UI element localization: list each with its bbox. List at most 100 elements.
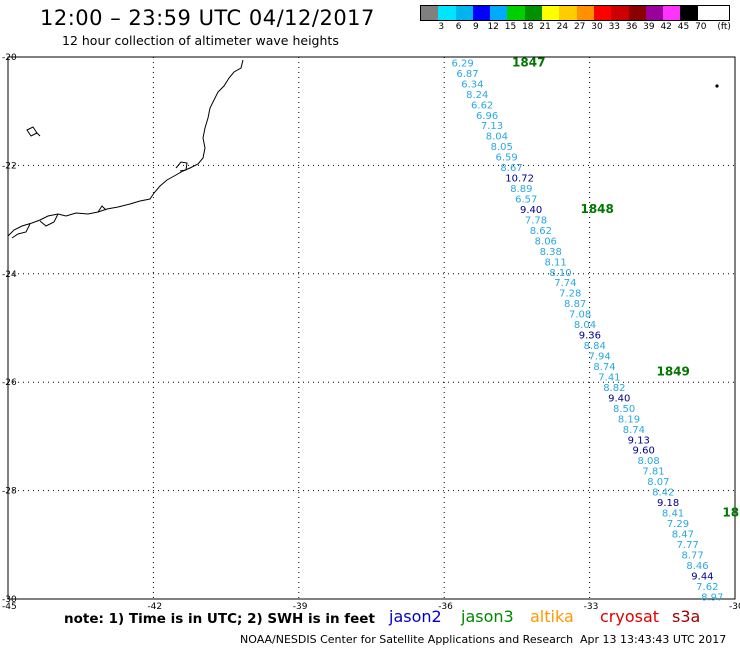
map-title: 12:00 – 23:59 UTC 04/12/2017	[40, 6, 375, 30]
wave-height-value: 7.28	[559, 289, 581, 300]
wave-height-value: 8.41	[662, 509, 684, 520]
wave-height-value: 8.89	[510, 184, 532, 195]
color-scale-cell	[680, 6, 698, 20]
satellite-legend-item: jason2	[389, 607, 442, 626]
color-scale-cell	[593, 6, 612, 20]
color-scale-cell	[611, 6, 629, 20]
wave-height-value: 8.24	[466, 90, 488, 101]
satellite-legend-item: s3a	[672, 607, 701, 626]
color-scale-cell	[455, 6, 473, 20]
wave-height-value: 7.08	[569, 310, 591, 321]
color-scale-label: 24	[556, 22, 569, 32]
island-dot	[715, 84, 719, 88]
axis-labels: -20-22-24-26-28-30-45-42-39-36-33-30	[2, 53, 740, 612]
wave-height-value: 8.50	[613, 404, 635, 415]
wave-height-value: 8.11	[544, 257, 566, 268]
color-scale-labels: 3 6 9 12 15 18 21 24 27 30 33 36 39 42 45 70 (ft)	[420, 21, 730, 35]
longitude-label: -36	[438, 602, 453, 612]
pass-labels: 1847 1848 1849 1850	[512, 55, 740, 519]
color-scale-cell	[507, 6, 525, 20]
wave-height-value: 7.77	[677, 540, 699, 551]
longitude-label: -33	[584, 602, 599, 612]
color-scale-label: 39	[643, 22, 655, 32]
wave-height-value: 8.10	[549, 268, 571, 279]
color-scale-cell	[559, 6, 577, 20]
map-frame	[7, 56, 736, 600]
wave-height-value: 6.59	[496, 153, 518, 164]
wave-height-value: 6.96	[476, 111, 498, 122]
color-scale-cell	[542, 6, 560, 20]
wave-height-value: 8.62	[530, 226, 552, 237]
color-scale-label: 21	[539, 22, 551, 32]
wave-height-value: 8.06	[535, 236, 557, 247]
longitude-label: -42	[147, 602, 162, 612]
color-scale-label: 30	[591, 22, 603, 32]
longitude-label: -45	[2, 602, 17, 612]
color-scale-cell	[472, 6, 491, 20]
latitude-label: -24	[2, 270, 17, 280]
wave-height-value: 8.97	[701, 592, 723, 603]
color-scale-label: 12	[487, 22, 499, 32]
wave-height-value: 9.18	[657, 498, 679, 509]
map-subtitle: 12 hour collection of altimeter wave hei…	[62, 33, 339, 48]
color-scale-legend: 3 6 9 12 15 18 21 24 27 30 33 36 39 42 45 70 (ft)	[420, 5, 731, 35]
wave-height-value: 9.13	[628, 435, 650, 446]
color-scale-cell	[490, 6, 508, 20]
color-scale-cell	[421, 6, 439, 20]
latitude-label: -30	[2, 595, 17, 605]
color-scale-label: 6	[455, 22, 462, 32]
wave-height-value: 7.29	[667, 519, 689, 530]
color-scale-label: 42	[660, 22, 672, 32]
credit-text: NOAA/NESDIS Center for Satellite Applica…	[240, 633, 574, 646]
wave-height-value: 8.04	[486, 132, 508, 143]
longitude-label: -30	[729, 602, 740, 612]
color-scale-label: 27	[573, 22, 586, 32]
wave-height-value: 8.19	[618, 414, 640, 425]
wave-height-value: 9.60	[633, 446, 655, 457]
latitude-label: -26	[2, 378, 17, 388]
wave-height-value: 6.57	[515, 195, 537, 206]
wave-height-value: 7.62	[696, 582, 718, 593]
wave-height-value: 9.40	[520, 205, 542, 216]
wave-height-value: 8.08	[637, 456, 659, 467]
wave-height-value: 9.44	[691, 571, 713, 582]
wave-height-value: 8.04	[574, 320, 596, 331]
timestamp-text: Apr 13 13:43:43 UTC 2017	[580, 633, 727, 646]
satellite-legend-item: jason3	[461, 607, 514, 626]
color-scale-cell	[663, 6, 681, 20]
wave-height-value: 7.13	[481, 121, 503, 132]
wave-height-value: 8.74	[623, 425, 645, 436]
satellite-legend-item: cryosat	[600, 607, 660, 626]
pass-number-label: 1847	[512, 55, 545, 69]
color-scale-label: 3	[438, 22, 445, 32]
latitude-label: -22	[2, 161, 17, 171]
wave-height-value: 6.34	[461, 79, 483, 90]
latitude-label: -20	[2, 53, 17, 63]
wave-height-value: 6.87	[456, 69, 478, 80]
wave-height-value: 10.72	[505, 174, 534, 185]
footer-note: note: 1) Time is in UTC; 2) SWH is in fe…	[64, 611, 375, 627]
wave-height-value: 8.77	[681, 550, 703, 561]
coastline	[7, 59, 244, 237]
wave-height-value: 8.67	[500, 163, 522, 174]
latitude-label: -28	[2, 487, 17, 497]
pass-number-label: 1850	[722, 505, 740, 519]
wave-height-value: 8.07	[647, 477, 669, 488]
color-scale-label: 33	[608, 22, 621, 32]
island	[26, 126, 41, 137]
wave-height-value: 7.78	[525, 215, 547, 226]
color-scale-cell	[645, 6, 664, 20]
wave-height-value: 7.41	[598, 372, 620, 383]
wave-height-value: 8.42	[652, 488, 674, 499]
map-gridlines	[8, 57, 735, 599]
wave-height-value: 7.94	[589, 352, 611, 363]
color-scale-label: 70	[695, 22, 707, 32]
wave-height-value: 9.40	[608, 393, 630, 404]
wave-height-value: 8.46	[686, 561, 708, 572]
color-scale-label: 36	[625, 22, 638, 32]
wave-height-value: 8.82	[603, 383, 625, 394]
wave-height-value: 6.62	[471, 100, 493, 111]
wave-height-value: 8.87	[564, 299, 586, 310]
pass-number-label: 1849	[656, 364, 689, 378]
